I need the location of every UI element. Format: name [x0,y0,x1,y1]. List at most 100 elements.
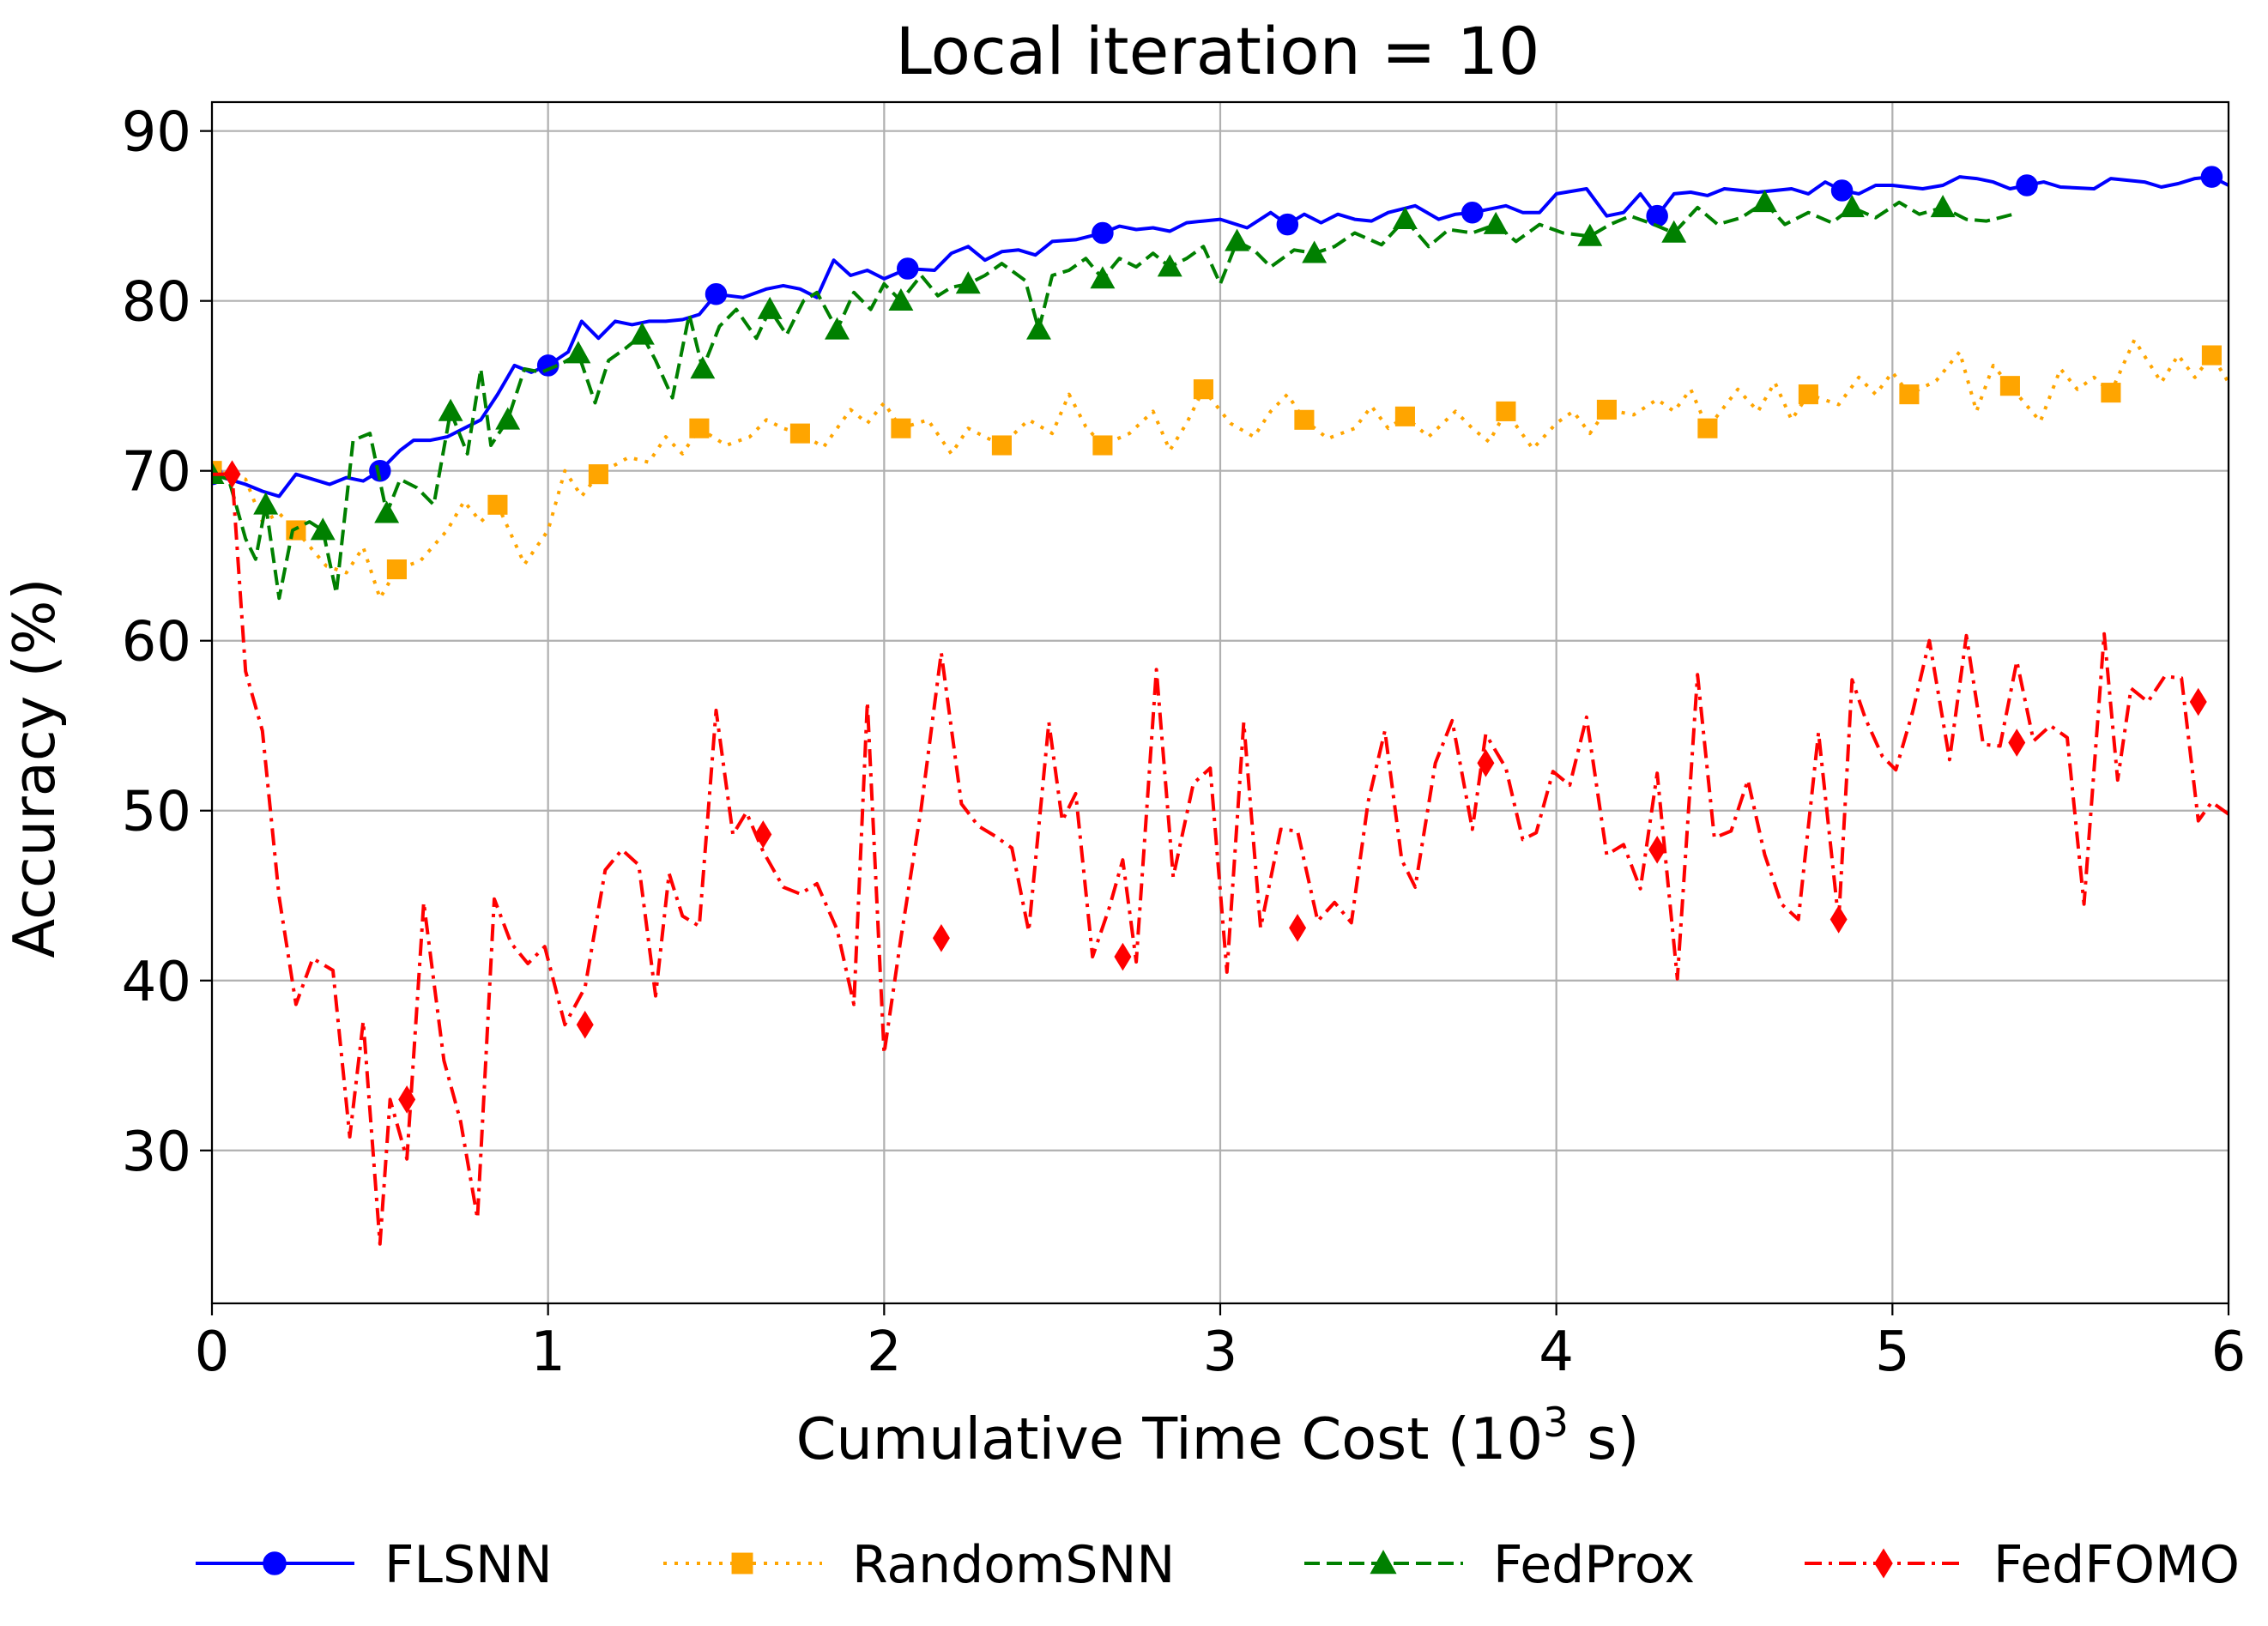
series-randomsnn [212,338,2229,601]
legend-swatch-marker [263,1551,287,1575]
fedprox-marker [1225,228,1250,251]
x-axis-label: Cumulative Time Cost (103 s) [796,1399,1640,1472]
fedprox-marker [1392,206,1418,229]
fedprox-marker [955,271,981,294]
legend-item-fedfomo: FedFOMO [1805,1535,2240,1595]
randomsnn-marker [2201,345,2222,366]
fedprox-marker [253,492,279,515]
y-tick-label: 30 [122,1121,191,1184]
flsnn-marker [1646,204,1668,227]
series-fedfomo [212,460,2229,1246]
randomsnn-marker [1697,418,1718,438]
fedprox-marker [1839,195,1865,218]
fedfomo-marker [2008,728,2026,757]
randomsnn-marker [1596,399,1617,420]
randomsnn-marker [1999,376,2020,396]
x-tick-label: 2 [867,1321,902,1384]
fedfomo-marker [1477,748,1495,777]
fedfomo-marker [398,1085,416,1114]
randomsnn-marker [487,494,508,515]
randomsnn-marker [1496,401,1516,421]
fedprox-marker [690,356,716,379]
flsnn-marker [705,283,728,305]
randomsnn-marker [386,559,407,580]
x-axis-label-tail: s) [1569,1405,1639,1472]
fedprox-marker [1577,223,1603,246]
legend-label-fedfomo: FedFOMO [1993,1535,2240,1595]
y-tick-label: 90 [122,101,191,165]
randomsnn-marker [991,435,1012,456]
randomsnn-marker [1294,409,1315,430]
x-axis-label-exponent: 3 [1543,1399,1569,1447]
fedfomo-marker [754,820,772,849]
fedfomo-marker [576,1010,594,1039]
fedprox-marker [1752,190,1777,213]
x-tick-label: 3 [1203,1321,1238,1384]
fedfomo-marker [2189,687,2207,716]
flsnn-marker [2016,174,2038,196]
fedprox-marker [825,317,850,340]
x-tick-label: 1 [530,1321,565,1384]
randomsnn-line [212,338,2229,601]
legend-swatch-marker [1370,1550,1397,1575]
y-tick-label: 70 [122,441,191,505]
fedfomo-marker [1830,905,1848,934]
flsnn-marker [897,257,919,280]
y-tick-label: 60 [122,611,191,674]
legend-swatch-marker [1874,1548,1893,1579]
legend-swatch-marker [731,1552,753,1575]
y-tick-label: 50 [122,781,191,844]
randomsnn-marker [789,423,810,444]
fedprox-marker [1661,220,1687,243]
fedprox-marker [629,322,655,345]
randomsnn-marker [1899,384,1920,405]
flsnn-marker [1830,179,1854,202]
legend-label-randomsnn: RandomSNN [852,1535,1175,1595]
fedprox-marker [1930,195,1956,218]
x-tick-label: 4 [1539,1321,1574,1384]
gridlines [210,102,2230,1303]
flsnn-marker [2200,166,2223,188]
fedprox-marker [310,517,336,541]
x-axis-label-main: Cumulative Time Cost (10 [796,1405,1544,1472]
randomsnn-marker [588,464,608,485]
legend-item-randomsnn: RandomSNN [663,1535,1175,1595]
randomsnn-marker [1394,406,1415,426]
fedprox-marker [1157,254,1182,277]
fedprox-marker [888,287,914,311]
randomsnn-marker [1092,435,1113,456]
legend-label-fedprox: FedProx [1493,1535,1695,1595]
flsnn-marker [1461,201,1484,224]
fedprox-marker [438,398,463,421]
series-fedprox [212,190,2014,601]
randomsnn-marker [689,418,710,438]
legend-item-fedprox: FedProx [1304,1535,1695,1595]
fedfomo-marker [1114,942,1132,971]
fedprox-marker [1483,211,1509,234]
y-tick-label: 80 [122,271,191,335]
x-tick-label: 0 [195,1321,230,1384]
axis-ticks: 0 1 2 3 4 5 6 30 40 50 60 70 80 90 [122,101,2247,1384]
plot-series [212,166,2229,1246]
legend-label-flsnn: FLSNN [384,1535,553,1595]
randomsnn-marker [1798,384,1818,405]
fedprox-marker [565,341,591,364]
fedprox-marker [495,407,521,430]
randomsnn-marker [1193,379,1213,400]
x-tick-label: 5 [1875,1321,1910,1384]
flsnn-marker [1092,221,1114,245]
fedprox-marker [757,296,783,319]
legend-item-flsnn: FLSNN [196,1535,553,1595]
randomsnn-marker [2101,383,2121,403]
fedprox-marker [1026,317,1051,340]
fedprox-marker [1302,240,1328,263]
x-tick-label: 6 [2211,1321,2247,1384]
fedfomo-marker [1289,914,1307,942]
fedfomo-marker [223,460,241,488]
fedfomo-marker [932,923,950,952]
randomsnn-marker [891,418,911,438]
legend: FLSNN RandomSNN FedProx FedFOMO [196,1535,2240,1595]
y-axis-label: Accuracy (%) [1,577,68,958]
